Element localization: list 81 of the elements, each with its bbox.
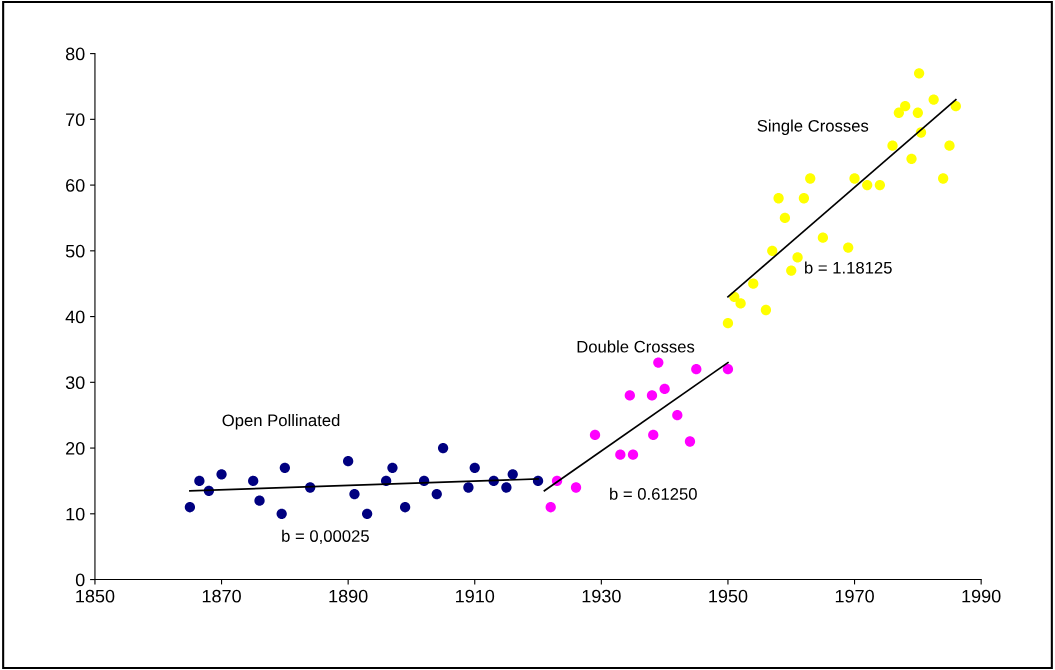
point <box>659 383 670 395</box>
point <box>862 179 873 191</box>
y-tick-label: 40 <box>65 310 85 324</box>
point <box>437 442 449 454</box>
point <box>361 508 373 519</box>
point <box>900 101 911 112</box>
annotation: Double Crosses <box>577 340 695 353</box>
x-tick-label: 1990 <box>962 589 1001 603</box>
point <box>691 364 702 375</box>
point <box>343 456 354 467</box>
annotation: b = 0.61250 <box>610 487 697 500</box>
point <box>760 304 772 316</box>
point <box>849 173 860 184</box>
x-tick-label: 1870 <box>202 589 241 603</box>
point <box>507 469 518 480</box>
point <box>938 173 949 184</box>
point <box>545 502 556 513</box>
point <box>779 212 791 224</box>
y-tick-label: 50 <box>65 244 85 258</box>
point <box>399 502 411 513</box>
point <box>798 193 810 204</box>
x-tick-label: 1910 <box>456 589 495 603</box>
point <box>684 436 696 447</box>
point <box>589 429 601 441</box>
point <box>805 173 816 184</box>
annotation: Single Crosses <box>757 119 869 135</box>
point <box>254 495 265 506</box>
point <box>279 462 290 473</box>
point <box>216 469 227 480</box>
x-tick-label: 1850 <box>76 589 115 603</box>
point <box>248 475 259 487</box>
annotation: b = 0,00025 <box>282 529 369 544</box>
point <box>648 429 659 441</box>
y-tick-label: 0 <box>75 573 85 587</box>
point <box>194 475 205 487</box>
point <box>722 318 734 329</box>
y-tick-label: 30 <box>65 376 85 390</box>
point <box>786 265 797 276</box>
y-tick-label: 80 <box>65 47 85 61</box>
point <box>184 502 196 513</box>
point <box>387 462 398 473</box>
x-tick-label: 1970 <box>835 589 874 603</box>
annotation: b = 1.18125 <box>805 261 892 274</box>
point <box>913 68 925 79</box>
y-tick-label: 60 <box>66 179 85 192</box>
point <box>773 193 784 204</box>
y-tick-label: 20 <box>66 442 85 455</box>
point <box>928 94 939 105</box>
point <box>817 232 829 243</box>
point <box>463 482 474 493</box>
point <box>843 242 854 253</box>
point <box>570 482 582 493</box>
x-tick-label: 1930 <box>582 589 621 603</box>
point <box>874 179 886 191</box>
x-tick-label: 1950 <box>709 589 748 603</box>
point <box>646 390 658 401</box>
y-tick-label: 10 <box>66 507 85 521</box>
point <box>276 508 287 519</box>
point <box>944 140 955 151</box>
point <box>627 449 639 460</box>
point <box>887 140 898 151</box>
point <box>722 364 734 375</box>
point <box>792 252 803 263</box>
point <box>672 410 683 421</box>
point <box>950 101 961 112</box>
point <box>469 462 480 473</box>
point <box>624 390 635 401</box>
point <box>735 298 746 309</box>
point <box>912 107 923 118</box>
annotation: Open Pollinated <box>222 414 340 430</box>
point <box>767 245 778 256</box>
point <box>893 107 905 118</box>
point <box>653 357 664 368</box>
point <box>906 153 917 164</box>
y-tick-label: 70 <box>66 113 85 127</box>
x-tick-label: 1890 <box>329 589 368 603</box>
point <box>431 488 442 500</box>
point <box>748 278 759 289</box>
point <box>501 482 512 493</box>
point <box>349 488 360 500</box>
point <box>615 449 626 460</box>
